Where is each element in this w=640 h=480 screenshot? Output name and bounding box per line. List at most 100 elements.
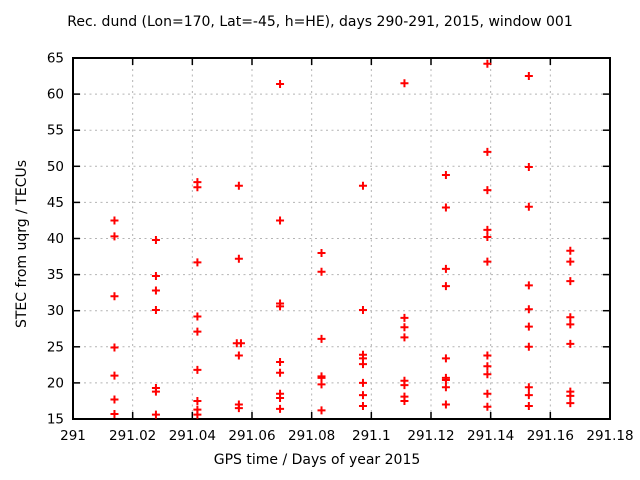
- x-tick-label: 291.14: [467, 428, 514, 444]
- data-point: [358, 305, 367, 314]
- data-point: [524, 383, 533, 392]
- y-tick-label: 65: [47, 51, 64, 67]
- data-point: [524, 163, 533, 172]
- data-point: [400, 381, 409, 390]
- data-point: [151, 410, 160, 419]
- data-point: [483, 351, 492, 360]
- data-point: [483, 147, 492, 156]
- data-point: [110, 232, 119, 241]
- x-tick-label: 291.12: [407, 428, 454, 444]
- y-axis-label: STEC from uqrg / TECUs: [14, 159, 30, 329]
- data-point: [441, 170, 450, 179]
- data-point: [193, 396, 202, 405]
- data-point: [358, 181, 367, 190]
- data-point: [524, 342, 533, 351]
- data-point: [483, 370, 492, 379]
- data-point: [193, 183, 202, 192]
- data-point: [524, 281, 533, 290]
- data-point: [441, 383, 450, 392]
- data-point: [151, 235, 160, 244]
- data-point: [276, 302, 285, 311]
- data-point: [400, 313, 409, 322]
- data-point: [151, 286, 160, 295]
- data-point: [110, 216, 119, 225]
- data-point: [566, 277, 575, 286]
- data-point: [151, 272, 160, 281]
- data-point: [276, 216, 285, 225]
- data-point: [524, 202, 533, 211]
- data-point: [566, 399, 575, 408]
- data-point: [234, 181, 243, 190]
- data-point: [358, 402, 367, 411]
- x-tick-label: 291.02: [109, 428, 156, 444]
- data-point: [441, 376, 450, 385]
- x-tick-label: 291.1: [352, 428, 391, 444]
- data-point: [441, 354, 450, 363]
- data-point: [441, 400, 450, 409]
- data-point: [110, 371, 119, 380]
- y-tick-label: 30: [47, 303, 64, 319]
- data-point: [441, 264, 450, 273]
- y-tick-label: 25: [47, 339, 64, 355]
- data-point: [317, 334, 326, 343]
- data-point: [566, 313, 575, 322]
- x-tick-label: 291: [60, 428, 86, 444]
- data-point: [234, 351, 243, 360]
- data-point: [483, 186, 492, 195]
- data-point: [193, 410, 202, 419]
- y-tick-label: 60: [47, 87, 64, 103]
- data-point: [234, 404, 243, 413]
- data-point: [566, 246, 575, 255]
- data-point: [151, 305, 160, 314]
- y-tick-label: 55: [47, 123, 64, 139]
- data-point: [358, 391, 367, 400]
- data-point: [483, 225, 492, 234]
- data-point: [234, 254, 243, 263]
- y-tick-label: 35: [47, 267, 64, 283]
- data-point: [483, 362, 492, 371]
- data-point: [110, 395, 119, 404]
- data-point: [276, 79, 285, 88]
- x-tick-label: 291.16: [527, 428, 574, 444]
- data-point: [441, 203, 450, 212]
- data-point: [317, 267, 326, 276]
- data-point: [317, 248, 326, 257]
- data-point: [566, 257, 575, 266]
- data-point: [400, 333, 409, 342]
- y-tick-label: 45: [47, 195, 64, 211]
- x-tick-label: 291.06: [228, 428, 275, 444]
- chart-title: Rec. dund (Lon=170, Lat=-45, h=HE), days…: [67, 14, 573, 30]
- data-point: [193, 327, 202, 336]
- data-point: [276, 357, 285, 366]
- plot-border: [72, 57, 611, 420]
- data-point: [110, 343, 119, 352]
- data-point: [483, 257, 492, 266]
- y-tick-label: 50: [47, 159, 64, 175]
- data-point: [566, 339, 575, 348]
- data-point: [276, 394, 285, 403]
- data-point: [110, 292, 119, 301]
- data-point: [524, 305, 533, 314]
- data-point: [483, 233, 492, 242]
- data-point: [236, 339, 245, 348]
- x-tick-label: 291.08: [288, 428, 335, 444]
- data-point: [566, 391, 575, 400]
- data-point: [317, 406, 326, 415]
- data-point: [110, 409, 119, 418]
- data-point: [566, 320, 575, 329]
- data-point: [524, 72, 533, 81]
- data-point: [483, 59, 492, 68]
- x-tick-label: 291.04: [169, 428, 216, 444]
- data-point: [524, 391, 533, 400]
- data-point: [317, 380, 326, 389]
- data-point: [193, 312, 202, 321]
- x-axis-label: GPS time / Days of year 2015: [213, 452, 421, 468]
- data-point: [400, 79, 409, 88]
- data-point: [358, 378, 367, 387]
- y-tick-label: 40: [47, 231, 64, 247]
- data-point: [276, 404, 285, 413]
- data-point: [400, 323, 409, 332]
- data-point: [193, 365, 202, 374]
